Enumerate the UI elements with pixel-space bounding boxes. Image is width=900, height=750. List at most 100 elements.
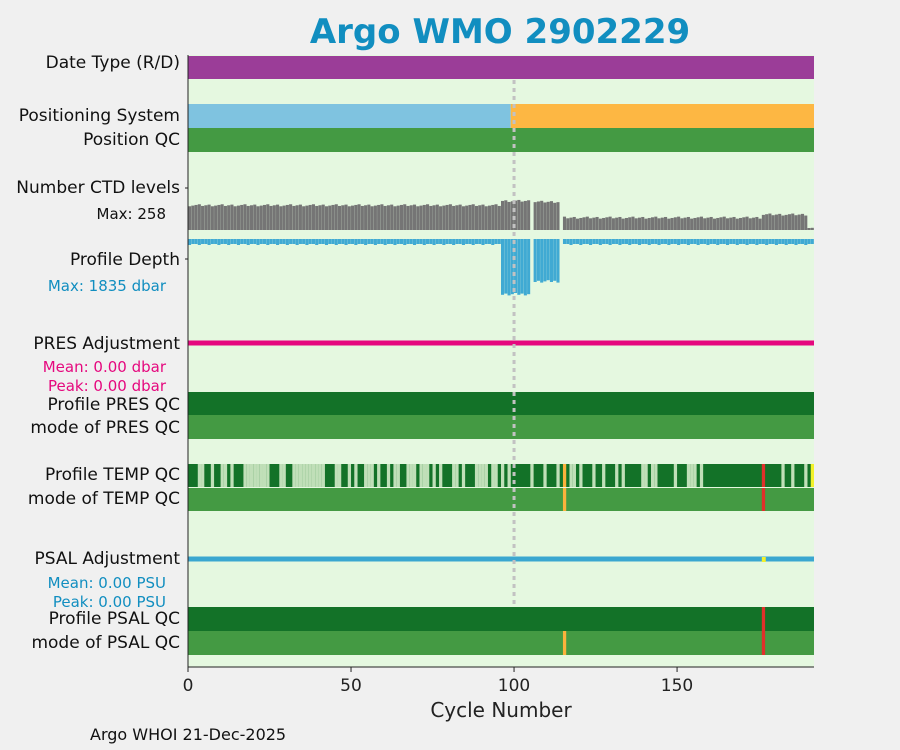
profile-depth-bar [223, 239, 227, 244]
profile-depth-bar [722, 239, 726, 244]
temp-qc-light-cell [266, 464, 270, 487]
temp-qc-light-cell [530, 464, 534, 487]
ctd-levels-bar [664, 216, 668, 230]
ctd-levels-bar [650, 217, 655, 230]
psal-adjustment-peak: Peak: 0.00 PSU [52, 593, 166, 611]
ctd-levels-bar [295, 205, 299, 230]
profile-depth-bar [429, 239, 433, 244]
profile-depth-bar [657, 239, 661, 245]
profile-depth-bar [589, 239, 593, 245]
ctd-levels-bar [722, 216, 726, 230]
temp-qc-light-cell [282, 464, 286, 487]
mode-pres-qc-bar [188, 415, 814, 439]
ctd-levels-bar [641, 216, 645, 230]
profile-depth-bar [536, 239, 540, 281]
ctd-levels-bar [709, 216, 713, 230]
ctd-levels-bar [527, 200, 531, 230]
profile-depth-bar [236, 239, 241, 245]
ctd-levels-bar [699, 216, 703, 230]
profile-depth-bar [442, 239, 446, 245]
temp-qc-light-cell [654, 464, 658, 487]
ctd-levels-bar [331, 204, 335, 230]
profile-depth-bar [735, 239, 739, 245]
ctd-levels-bar [510, 201, 514, 230]
ctd-levels-bar [523, 200, 527, 230]
ctd-levels-bar [357, 204, 361, 230]
temp-qc-light-cell [201, 464, 205, 487]
ctd-levels-bar [634, 218, 638, 230]
profile-depth-bar [360, 239, 364, 244]
temp-qc-light-cell [292, 464, 296, 487]
temp-qc-light-cell [279, 464, 283, 487]
profile-depth-bar [328, 239, 332, 244]
mode-temp-qc-bar [188, 488, 814, 511]
profile-depth-bar [765, 239, 769, 245]
ctd-levels-bar [752, 217, 756, 230]
ctd-levels-bar [465, 205, 469, 230]
profile-depth-bar [478, 239, 482, 244]
label-ctd-levels: Number CTD levels [16, 178, 180, 198]
profile-depth-bar [624, 239, 628, 244]
ctd-levels-bar [807, 228, 811, 230]
ctd-levels-bar [771, 215, 775, 230]
profile-depth-bar [334, 239, 338, 245]
ctd-levels-bar [201, 205, 205, 230]
profile-depth-bar [227, 239, 231, 245]
profile-depth-max: Max: 1835 dbar [47, 277, 166, 295]
profile-depth-bar [243, 239, 247, 244]
profile-depth-bar [487, 239, 492, 244]
ctd-levels-bar [214, 205, 218, 230]
ctd-levels-bar [448, 204, 452, 230]
profile-depth-bar [575, 239, 580, 244]
ctd-levels-bar [422, 204, 426, 230]
profile-depth-bar [217, 239, 221, 245]
ctd-levels-bar [305, 205, 309, 230]
profile-depth-bar [569, 239, 573, 245]
ctd-levels-bar [337, 205, 342, 230]
profile-depth-bar [699, 239, 703, 244]
temp-qc-light-cell [230, 464, 234, 487]
profile-depth-bar [262, 239, 267, 244]
temp-qc-light-cell [412, 464, 417, 487]
temp-qc-light-cell [210, 464, 215, 487]
temp-qc-light-cell [592, 464, 596, 487]
x-tick-label: 150 [660, 676, 694, 696]
ctd-levels-bar [390, 204, 394, 230]
temp-qc-light-cell [396, 464, 400, 487]
ctd-levels-bar [474, 205, 479, 230]
profile-pres-qc-bar [188, 392, 814, 415]
ctd-levels-bar [302, 206, 306, 230]
profile-depth-bar [188, 239, 192, 245]
ctd-levels-bar [794, 215, 798, 230]
ctd-levels-bar [380, 204, 384, 230]
ctd-levels-bar [703, 218, 707, 230]
profile-depth-bar [608, 239, 612, 245]
profile-depth-bar [644, 239, 648, 244]
profile-depth-bar [214, 239, 218, 244]
temp-qc-light-cell [419, 464, 423, 487]
label-profile-pres-qc: Profile PRES QC [47, 395, 180, 415]
ctd-levels-bar [432, 205, 436, 230]
ctd-levels-bar [497, 205, 501, 230]
profile-depth-bar [249, 239, 254, 244]
profile-depth-bar [491, 239, 495, 245]
profile-depth-bar [752, 239, 756, 244]
ctd-levels-bar [758, 218, 762, 230]
profile-depth-bar [266, 239, 270, 245]
profile-depth-bar [364, 239, 368, 245]
profile-depth-bar [556, 239, 560, 283]
temp-qc-light-cell [621, 464, 625, 487]
profile-depth-bar [210, 239, 214, 244]
ctd-levels-bar [667, 218, 671, 230]
ctd-levels-bar [774, 214, 778, 230]
ctd-levels-bar [220, 204, 224, 230]
profile-depth-bar [712, 239, 717, 244]
temp-qc-light-cell [699, 464, 704, 487]
profile-depth-bar [233, 239, 237, 244]
temp-qc-light-cell [455, 464, 459, 487]
temp-qc-light-cell [579, 464, 583, 487]
profile-depth-bar [774, 239, 778, 245]
ctd-levels-bar [334, 204, 338, 230]
ctd-levels-bar [520, 201, 524, 230]
profile-depth-bar [308, 239, 312, 244]
